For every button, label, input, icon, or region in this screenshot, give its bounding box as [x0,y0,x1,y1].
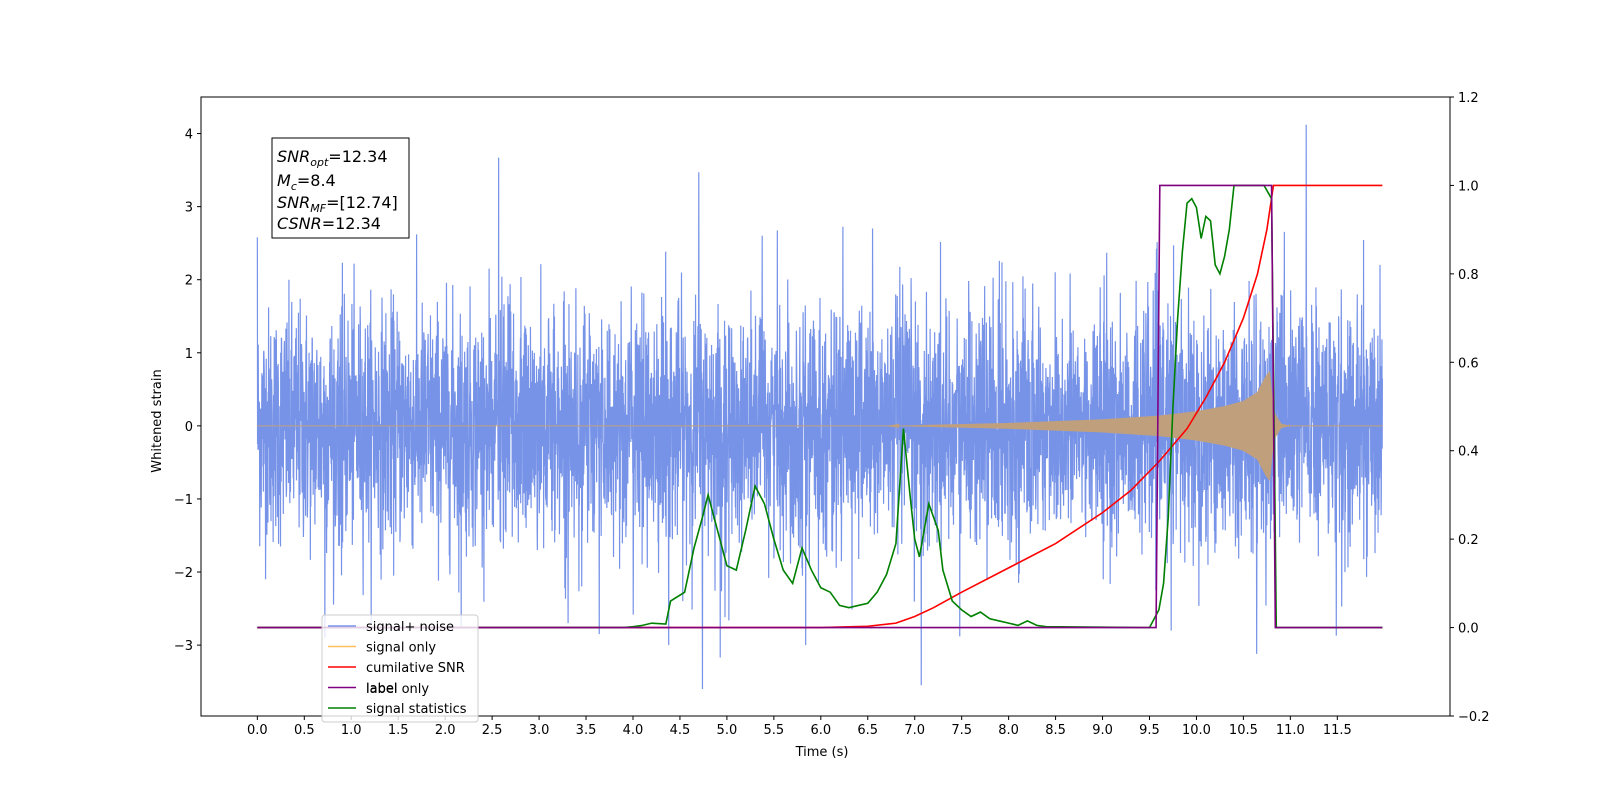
y-left-tick-label: −3 [174,639,193,654]
x-tick-label: 3.0 [529,723,550,738]
x-tick-label: 10.0 [1182,723,1211,738]
y-right-tick-label: −0.2 [1458,710,1490,725]
series-signal-noise [256,124,1383,689]
x-tick-label: 3.5 [576,723,597,738]
x-tick-label: 1.5 [388,723,409,738]
x-tick-label: 7.0 [904,723,925,738]
info-box-frame [271,137,410,239]
info-snr-opt: SNRopt=12.34 [277,147,388,169]
y-right-tick-label: 0.2 [1458,533,1479,548]
legend-label: label [366,682,397,697]
legend-frame [321,614,479,723]
x-tick-label: 5.0 [717,723,738,738]
y-right-tick-label: 0.6 [1458,356,1479,371]
series-layer [256,124,1383,689]
y-axis-label: Whitened strain [150,369,165,472]
legend-label: signal only [366,641,436,656]
x-tick-label: 11.0 [1276,723,1305,738]
legend-label: signal+ noise [366,620,454,635]
x-tick-label: 8.0 [998,723,1019,738]
x-tick-label: 0.5 [294,723,315,738]
y-right-tick-label: 0.8 [1458,268,1479,283]
y-left-tick-label: 3 [185,201,193,216]
info-box: SNRopt=12.34 Mc=8.4 SNRMF=[12.74] CSNR=1… [271,137,410,239]
y-axis-left: −3 −2 −1 0 1 2 3 4 [174,128,201,654]
y-right-tick-label: 0.4 [1458,445,1479,460]
y-left-tick-label: 2 [185,274,193,289]
legend-hidden-text: label only [366,682,429,697]
info-mc: Mc=8.4 [277,171,336,193]
x-tick-label: 5.5 [764,723,785,738]
x-tick-label: 11.5 [1323,723,1352,738]
y-axis-right: −0.2 0.0 0.2 0.4 0.6 0.8 1.0 1.2 [1450,91,1490,725]
x-tick-label: 2.5 [482,723,503,738]
x-tick-label: 6.0 [810,723,831,738]
legend: label only signal+ noise signal only cumil… [321,614,479,723]
y-right-tick-label: 0.0 [1458,622,1479,637]
y-left-tick-label: −1 [174,493,193,508]
plot-frame [200,96,1451,717]
y-left-tick-label: 0 [185,420,193,435]
x-tick-label: 9.0 [1092,723,1113,738]
x-tick-label: 0.0 [247,723,268,738]
x-tick-label: 2.0 [435,723,456,738]
series-signal-statistics [257,184,1383,629]
legend-label: signal statistics [366,702,467,717]
x-tick-label: 1.0 [341,723,362,738]
y-left-tick-label: 1 [185,347,193,362]
series-cumulative-snr [257,184,1383,629]
x-tick-label: 6.5 [857,723,878,738]
x-tick-label: 9.5 [1139,723,1160,738]
x-tick-label: 4.0 [623,723,644,738]
x-tick-label: 8.5 [1045,723,1066,738]
y-left-tick-label: −2 [174,566,193,581]
x-axis: 0.0 0.5 1.0 1.5 2.0 2.5 3.0 3.5 4.0 4.5 5.0 5.5 6.0 6… [247,716,1352,738]
x-axis-label: Time (s) [795,745,849,760]
x-tick-label: 4.5 [670,723,691,738]
series-signal-only [257,371,1383,481]
y-left-tick-label: 4 [185,128,193,143]
info-csnr: CSNR=12.34 [277,214,381,233]
y-right-tick-label: 1.2 [1458,91,1479,106]
legend-entries: signal+ noise signal only cumilative SNR la… [328,620,467,717]
series-label [257,184,1383,629]
x-tick-label: 7.5 [951,723,972,738]
legend-label: cumilative SNR [366,661,465,676]
x-tick-label: 10.5 [1229,723,1258,738]
y-right-tick-label: 1.0 [1458,179,1479,194]
info-snr-mf: SNRMF=[12.74] [277,193,398,215]
